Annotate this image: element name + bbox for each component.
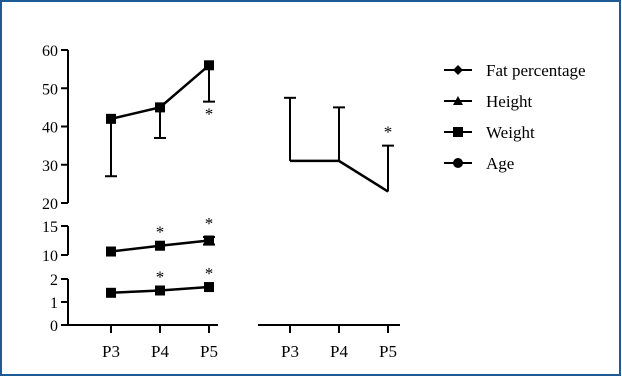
marker-square	[106, 113, 116, 124]
significance-star: *	[205, 264, 214, 283]
y-tick-label: 1	[50, 295, 58, 312]
x-tick-label: P4	[151, 342, 169, 361]
marker-square	[453, 127, 463, 137]
significance-star: *	[156, 223, 165, 242]
marker-square	[155, 102, 165, 113]
y-tick-label: 20	[42, 196, 58, 213]
series-line	[290, 159, 389, 193]
marks: * * * * * *	[105, 60, 394, 298]
y-tick-label: 10	[42, 248, 58, 265]
y-tick-label: 2	[50, 272, 58, 289]
legend: Fat percentage Height Weight Age	[444, 61, 586, 173]
legend-label: Fat percentage	[486, 61, 586, 80]
x-tick-label: P5	[200, 342, 218, 361]
y-tick-label: 0	[50, 318, 58, 335]
y-tick-label: 30	[42, 158, 58, 175]
marker-square	[155, 285, 165, 296]
x-tick-label: P3	[102, 342, 120, 361]
marker-square	[155, 240, 165, 251]
y-tick-label: 15	[42, 219, 58, 236]
marker-square	[204, 60, 214, 71]
marker-triangle	[453, 96, 463, 105]
x-tick-label: P4	[330, 342, 348, 361]
x-tick-label: P3	[281, 342, 299, 361]
marker-square	[204, 235, 214, 246]
axes: 0 1 2 10 15 20 30 40 50 60 P3 P4 P5 P3 P4 P5	[42, 43, 400, 361]
x-tick-label: P5	[379, 342, 397, 361]
marker-square	[106, 246, 116, 257]
marker-circle	[453, 158, 463, 168]
significance-star: *	[384, 123, 393, 142]
marker-square	[106, 287, 116, 298]
marker-square	[204, 282, 214, 293]
legend-label: Weight	[486, 123, 535, 142]
significance-star: *	[156, 268, 165, 287]
marker-diamond	[453, 65, 463, 75]
legend-label: Height	[486, 92, 533, 111]
legend-label: Age	[486, 154, 514, 173]
significance-star: *	[205, 105, 214, 124]
y-tick-label: 40	[42, 120, 58, 137]
y-tick-label: 50	[42, 81, 58, 98]
significance-star: *	[205, 214, 214, 233]
y-tick-label: 60	[42, 43, 58, 60]
